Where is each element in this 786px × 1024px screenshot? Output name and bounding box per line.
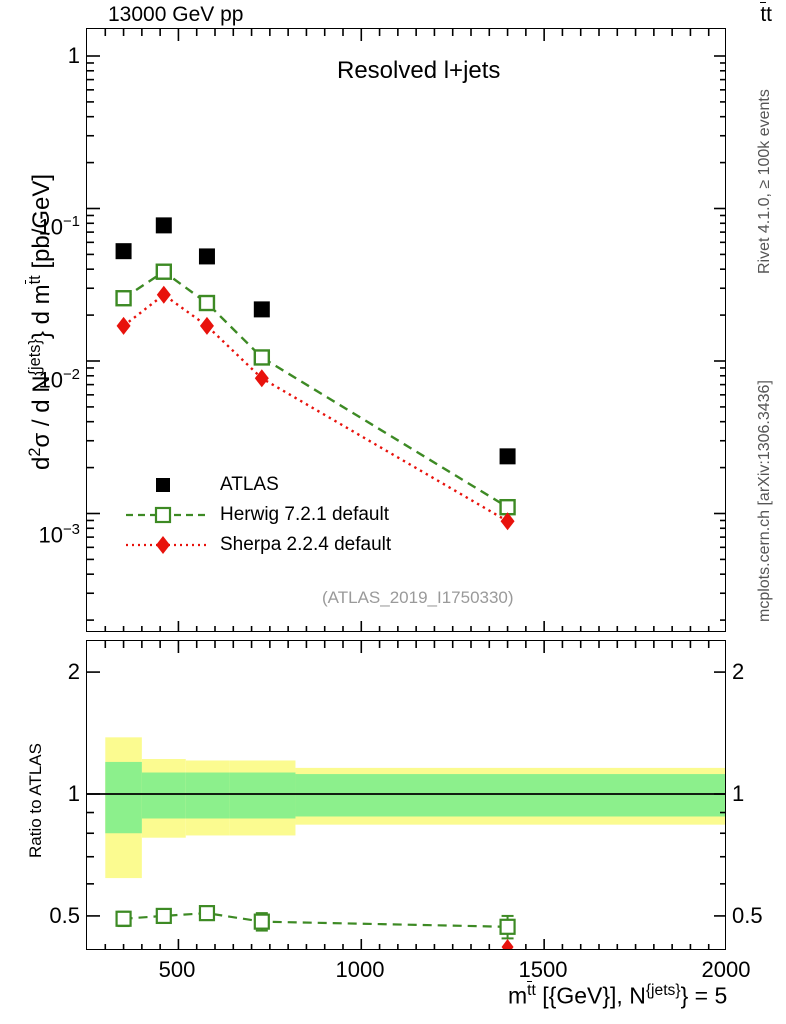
ratio-tick-label-05-left: 0.5 (49, 903, 80, 928)
main-plot-panel (86, 28, 726, 632)
x-axis-title: mt t [{GeV}], N{jets}} = 5 (508, 981, 728, 1009)
x-tick-label-1500: 1500 (518, 957, 568, 982)
ratio-tick-label-05-right: 0.5 (732, 903, 763, 928)
x-tick-label-2000: 2000 (701, 957, 751, 982)
x-tick-label-500: 500 (158, 957, 196, 982)
y-tick-label-1e-3: 10−3 (38, 521, 80, 548)
herwig-marker-icon (124, 502, 212, 528)
analysis-watermark: (ATLAS_2019_I1750330) (322, 588, 514, 607)
legend-label-sherpa: Sherpa 2.2.4 default (220, 534, 392, 555)
y-tick-label-1e-2: 10−2 (38, 366, 80, 393)
ratio-tick-label-2-left: 2 (67, 659, 80, 684)
ratio-tick-label-2-right: 2 (732, 659, 745, 684)
plot-subtitle: Resolved l+jets (337, 57, 501, 84)
sherpa-marker-icon (124, 532, 212, 558)
legend-label-atlas: ATLAS (220, 474, 279, 495)
rivet-version-label: Rivet 4.1.0, ≥ 100k events (756, 89, 773, 274)
mcplots-credit-label: mcplots.cern.ch [arXiv:1306.3436] (756, 380, 773, 622)
ratio-tick-label-1-left: 1 (67, 781, 80, 806)
legend-label-herwig: Herwig 7.2.1 default (220, 504, 389, 525)
y-tick-label-1: 1 (67, 43, 80, 68)
ratio-tick-label-1-right: 1 (732, 781, 745, 806)
x-tick-label-1000: 1000 (335, 957, 385, 982)
ratio-plot-panel (86, 640, 726, 950)
y-tick-label-1e-1: 10−1 (38, 213, 80, 240)
beam-energy-label: 13000 GeV pp (108, 3, 244, 26)
atlas-marker-icon (124, 472, 212, 498)
